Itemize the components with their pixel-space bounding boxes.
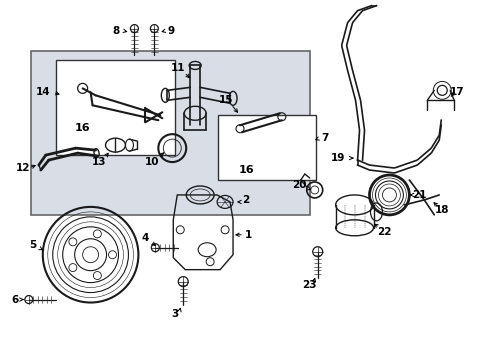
Text: 17: 17 — [449, 87, 464, 97]
Text: 18: 18 — [434, 205, 448, 215]
Text: 5: 5 — [29, 240, 37, 250]
Text: 20: 20 — [292, 180, 306, 190]
Bar — [56, 60, 175, 155]
Text: 11: 11 — [171, 63, 185, 73]
Text: 19: 19 — [330, 153, 344, 163]
Text: 12: 12 — [16, 163, 30, 173]
Bar — [218, 115, 315, 180]
Text: 21: 21 — [411, 190, 426, 200]
Text: 9: 9 — [167, 26, 175, 36]
Text: 13: 13 — [91, 157, 105, 167]
Text: 6: 6 — [11, 294, 19, 305]
Text: 2: 2 — [242, 195, 249, 205]
Text: 15: 15 — [218, 95, 233, 105]
Text: 22: 22 — [376, 227, 391, 237]
Text: 16: 16 — [239, 165, 254, 175]
Text: 1: 1 — [244, 230, 251, 240]
Text: 4: 4 — [142, 233, 149, 243]
Text: 8: 8 — [113, 26, 120, 36]
Text: 16: 16 — [75, 123, 90, 133]
Text: 10: 10 — [145, 157, 159, 167]
Text: 7: 7 — [320, 133, 328, 143]
Text: 14: 14 — [36, 87, 50, 97]
Text: 3: 3 — [171, 310, 179, 319]
Bar — [31, 50, 309, 215]
Text: 23: 23 — [302, 280, 316, 289]
